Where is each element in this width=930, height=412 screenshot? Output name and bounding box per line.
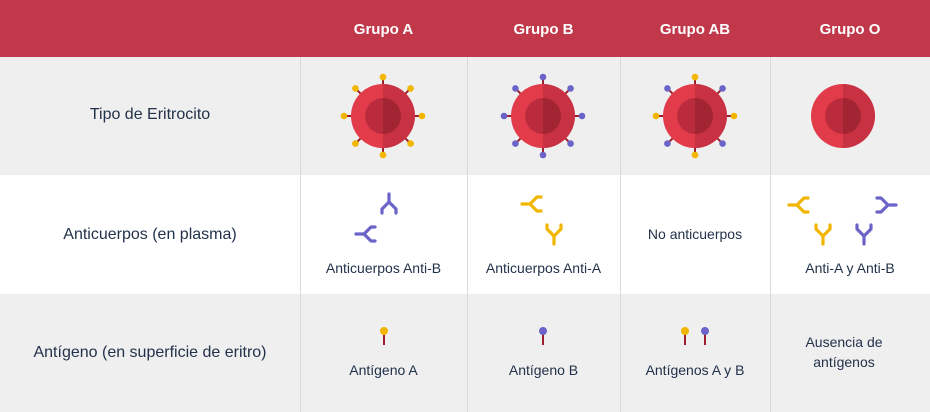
antigen-head	[539, 327, 547, 335]
row-antigeno	[0, 294, 930, 412]
table-header: Grupo A Grupo B Grupo AB Grupo O	[0, 0, 930, 57]
antibody-shape	[380, 192, 398, 215]
antibody-anti-b	[875, 196, 898, 214]
spike-head	[664, 140, 671, 147]
anticuerpos-grupo-ab: No anticuerpos	[647, 226, 743, 242]
spike-head	[539, 151, 547, 159]
antibody-shape	[545, 223, 563, 246]
antigen-b-pin	[701, 327, 709, 345]
spike-head	[691, 151, 699, 159]
column-divider	[467, 57, 468, 412]
antigen-a-pin	[380, 327, 388, 345]
spike-head	[664, 85, 671, 92]
antibody-anti-b	[380, 192, 398, 215]
antibody-shape	[855, 223, 873, 246]
antibody-shape	[875, 196, 898, 214]
antigen-a-pin	[681, 327, 689, 345]
antigeno-grupo-b: Antígeno B	[508, 362, 579, 378]
spike-head	[379, 151, 387, 159]
row-label-eritrocito: Tipo de Eritrocito	[89, 106, 211, 123]
antigeno-grupo-o: Ausencia de antígenos	[805, 334, 883, 370]
spike-head	[340, 112, 348, 120]
spike-head	[512, 85, 519, 92]
spike-head	[691, 73, 699, 81]
anticuerpos-grupo-a: Anticuerpos Anti-B	[325, 260, 442, 276]
antibody-anti-a	[545, 223, 563, 246]
antibody-illustrations	[354, 192, 898, 246]
spike-head	[379, 73, 387, 81]
spike-head	[418, 112, 426, 120]
antigeno-grupo-ab: Antígenos A y B	[645, 362, 745, 378]
header-grupo-a: Grupo A	[353, 21, 414, 38]
spike-head	[730, 112, 738, 120]
spike-head	[578, 112, 586, 120]
antibody-shape	[814, 223, 832, 246]
antigeno-grupo-a: Antígeno A	[349, 362, 418, 378]
erythrocyte-grupo-ab	[652, 73, 738, 159]
antibody-anti-a	[520, 195, 543, 213]
spike-head	[652, 112, 660, 120]
erythrocyte-illustrations	[340, 73, 875, 159]
spike-head	[512, 140, 519, 147]
row-anticuerpos	[0, 175, 930, 294]
antibody-shape	[354, 225, 377, 243]
cell-center-shade	[843, 98, 861, 134]
spike-head	[719, 140, 726, 147]
antigen-head	[380, 327, 388, 335]
spike-head	[407, 85, 414, 92]
header-grupo-o: Grupo O	[819, 21, 881, 38]
erythrocyte-grupo-b	[500, 73, 586, 159]
antigen-head	[681, 327, 689, 335]
header-grupo-ab: Grupo AB	[659, 21, 731, 38]
antigen-illustrations	[380, 327, 709, 345]
spike-head	[719, 85, 726, 92]
spike-head	[539, 73, 547, 81]
spike-head	[567, 85, 574, 92]
anticuerpos-grupo-b: Anticuerpos Anti-A	[485, 260, 602, 276]
header-grupo-b: Grupo B	[513, 21, 574, 38]
cell-center-shade	[543, 98, 561, 134]
antigen-head	[701, 327, 709, 335]
antibody-anti-b	[354, 225, 377, 243]
erythrocyte-grupo-o	[811, 84, 875, 148]
row-label-antigeno: Antígeno (en superficie de eritro)	[33, 344, 267, 361]
erythrocyte-grupo-a	[340, 73, 426, 159]
spike-head	[500, 112, 508, 120]
antigen-b-pin	[539, 327, 547, 345]
antibody-anti-a	[787, 196, 810, 214]
spike-head	[407, 140, 414, 147]
spike-head	[567, 140, 574, 147]
antibody-anti-b	[855, 223, 873, 246]
column-divider	[770, 57, 771, 412]
cell-center-shade	[383, 98, 401, 134]
row-label-anticuerpos: Anticuerpos (en plasma)	[63, 226, 237, 243]
anticuerpos-grupo-o: Anti-A y Anti-B	[805, 260, 895, 276]
column-divider	[300, 57, 301, 412]
spike-head	[352, 85, 359, 92]
antibody-anti-a	[814, 223, 832, 246]
cell-center-shade	[695, 98, 713, 134]
antibody-shape	[787, 196, 810, 214]
antibody-shape	[520, 195, 543, 213]
spike-head	[352, 140, 359, 147]
column-divider	[620, 57, 621, 412]
row-eritrocito	[0, 57, 930, 175]
